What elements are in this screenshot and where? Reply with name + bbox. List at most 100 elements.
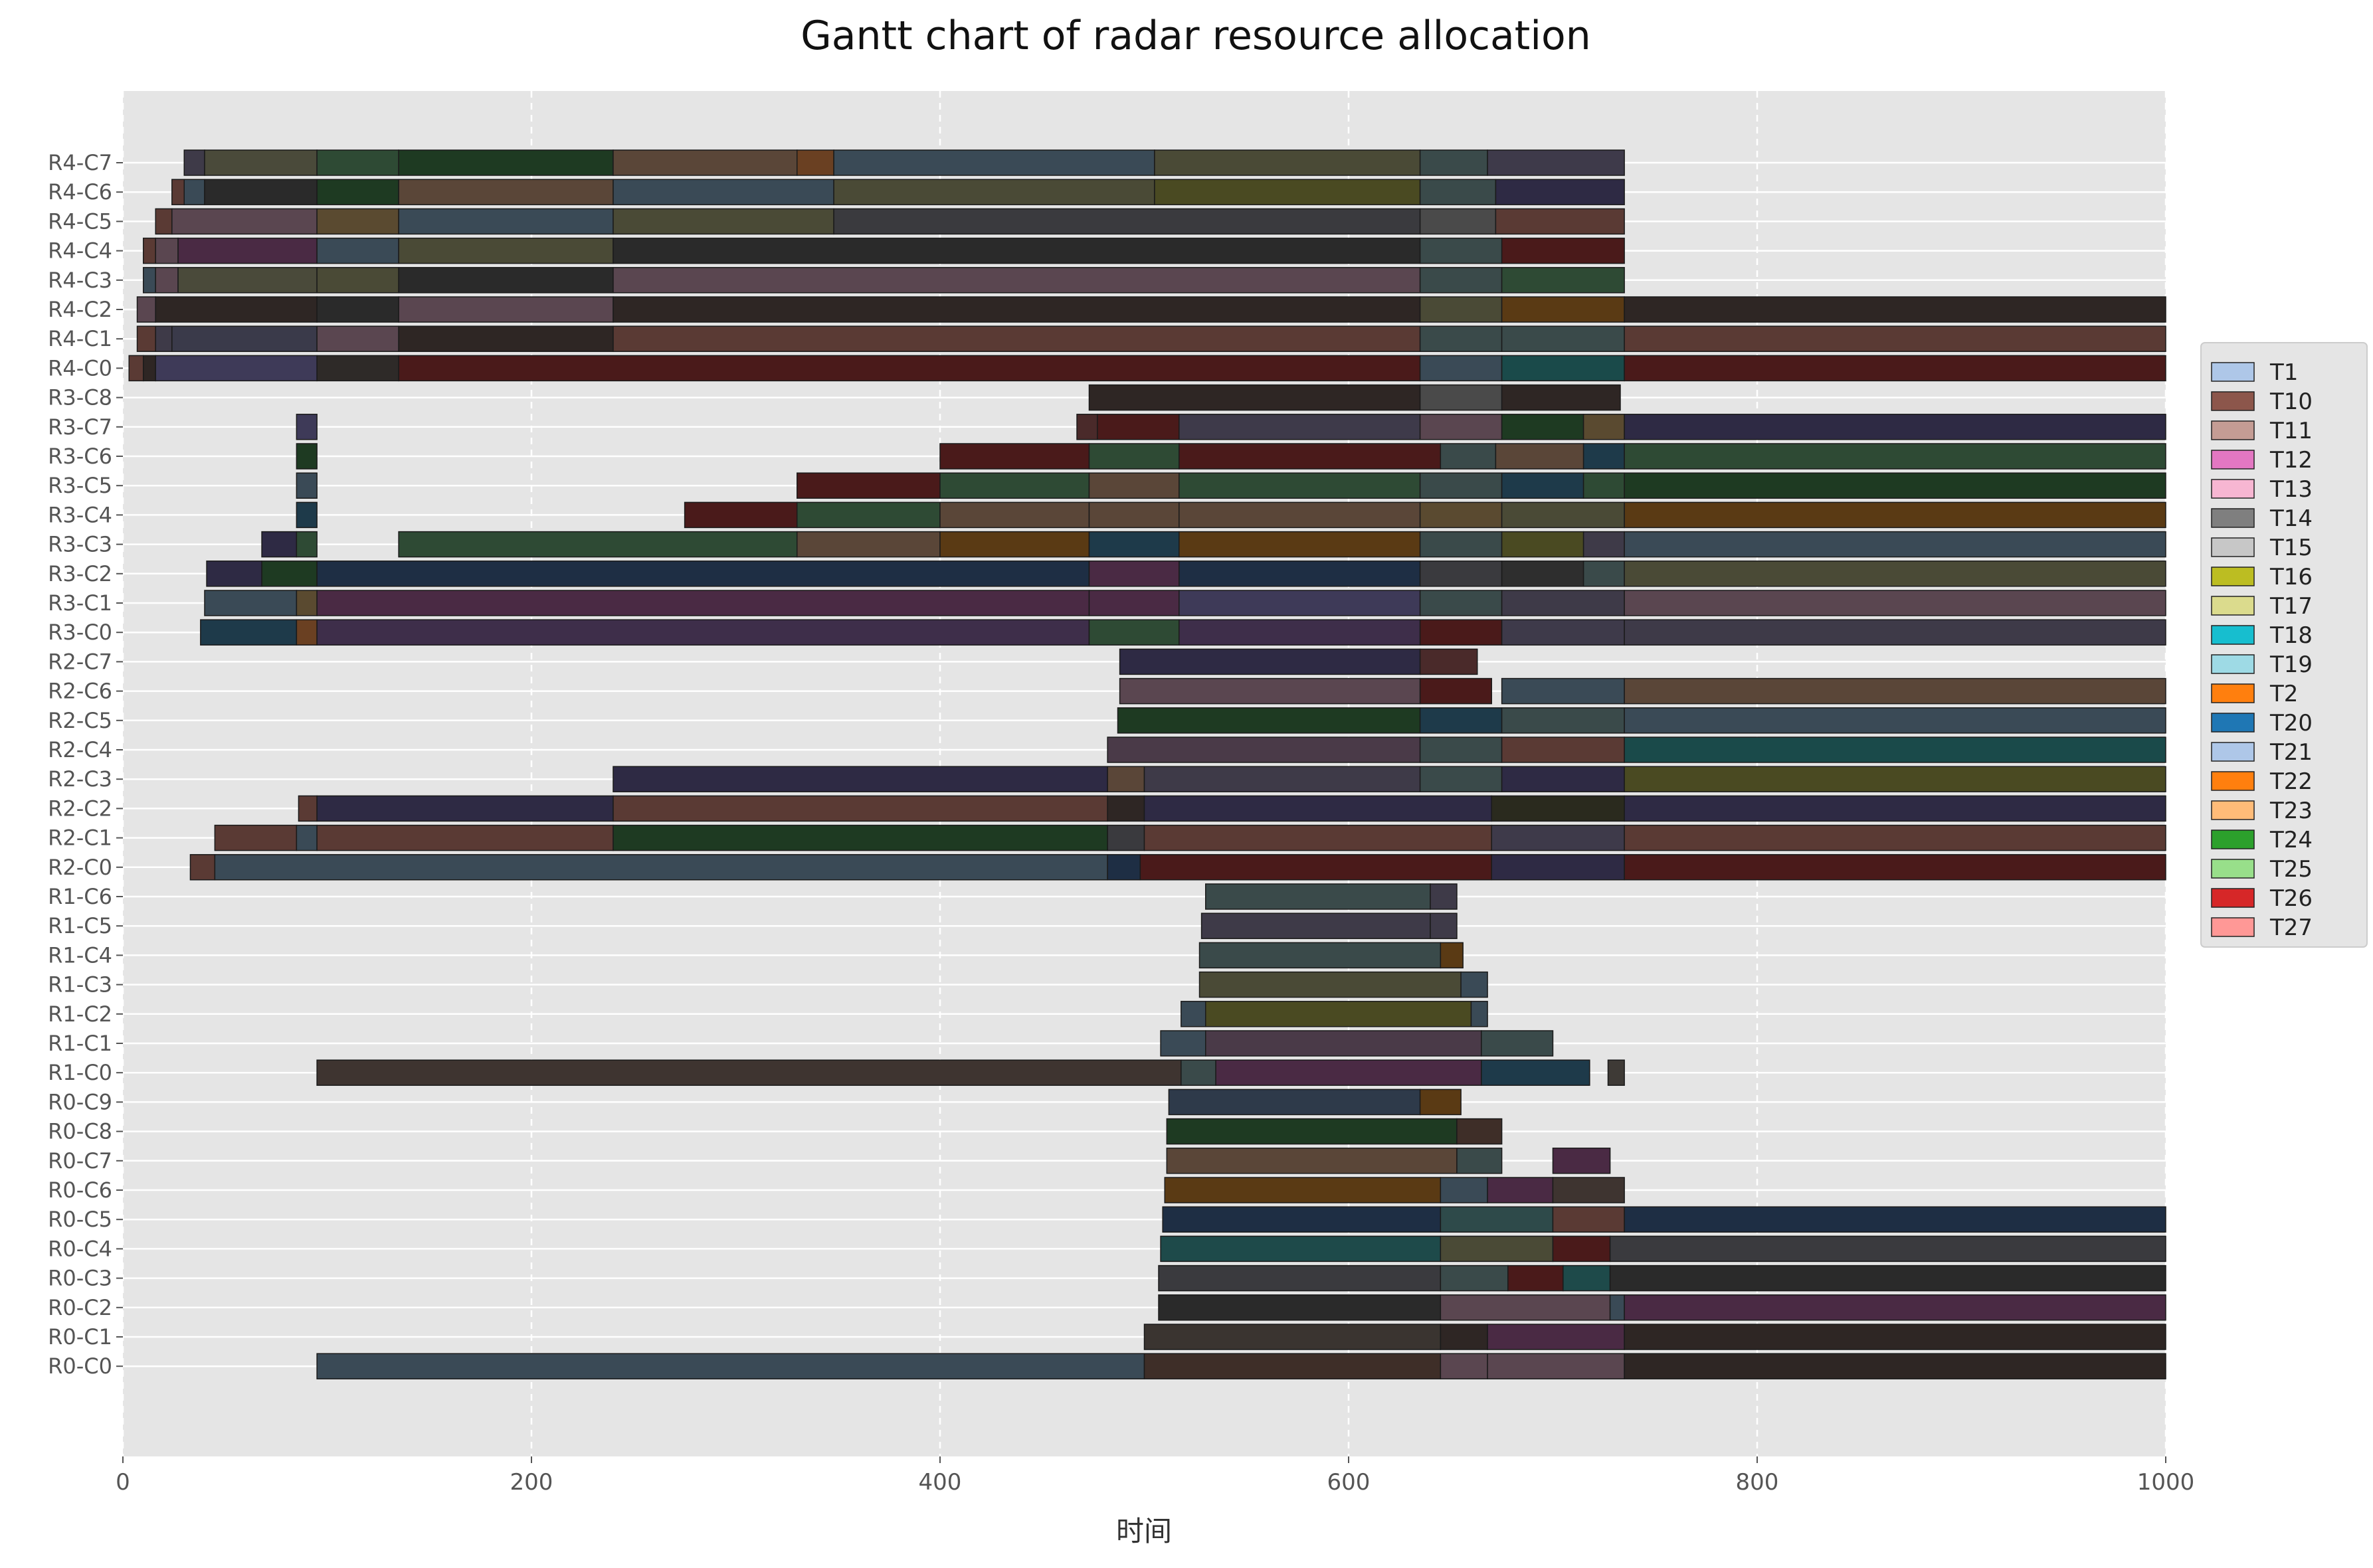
legend-label: T21 xyxy=(2269,739,2313,766)
y-tick-label: R4-C1 xyxy=(48,326,112,351)
y-tick-label: R2-C6 xyxy=(48,679,112,704)
legend-label: T24 xyxy=(2269,827,2313,853)
task-bar xyxy=(1205,1030,1482,1057)
legend-swatch xyxy=(2211,450,2255,470)
y-tick-label: R0-C7 xyxy=(48,1148,112,1174)
task-bar xyxy=(214,854,1108,881)
task-bar xyxy=(155,325,173,352)
y-tick-label: R2-C7 xyxy=(48,649,112,674)
task-bar xyxy=(1495,443,1584,470)
legend-swatch xyxy=(2211,829,2255,849)
task-bar xyxy=(1215,1059,1482,1086)
task-bar xyxy=(1487,1177,1554,1203)
y-tick-label: R3-C1 xyxy=(48,590,112,616)
task-bar xyxy=(613,795,1108,822)
task-bar xyxy=(155,296,318,323)
task-bar xyxy=(1624,296,2166,323)
y-tick-label: R1-C3 xyxy=(48,972,112,998)
legend-label: T26 xyxy=(2269,885,2313,912)
task-bar xyxy=(1501,677,1625,705)
task-bar xyxy=(398,237,614,264)
task-bar xyxy=(1501,267,1625,294)
task-bar xyxy=(1117,707,1421,734)
task-bar xyxy=(1162,1206,1442,1233)
task-bar xyxy=(1430,883,1458,910)
task-bar xyxy=(398,267,614,294)
y-tick-label: R1-C2 xyxy=(48,1002,112,1027)
task-bar xyxy=(1419,267,1503,294)
y-tick-label: R1-C4 xyxy=(48,942,112,968)
task-bar xyxy=(1419,414,1503,440)
task-bar xyxy=(316,795,614,822)
task-bar xyxy=(316,149,399,176)
x-tick-label: 0 xyxy=(116,1469,130,1496)
legend-label: T27 xyxy=(2269,915,2313,941)
task-bar xyxy=(833,208,1421,235)
y-tick-label: R3-C8 xyxy=(48,385,112,410)
task-bar xyxy=(1179,501,1421,529)
legend-label: T13 xyxy=(2269,476,2313,503)
y-tick-label: R4-C0 xyxy=(48,355,112,381)
task-bar xyxy=(1143,1353,1442,1379)
task-bar xyxy=(1076,414,1098,440)
task-bar xyxy=(1419,531,1503,558)
task-bar xyxy=(128,355,144,382)
task-bar xyxy=(1419,208,1497,235)
task-bar xyxy=(1107,766,1145,792)
y-tick-label: R0-C6 xyxy=(48,1177,112,1203)
task-bar xyxy=(1419,355,1503,382)
task-bar xyxy=(1552,1148,1611,1174)
y-tick-label: R0-C3 xyxy=(48,1266,112,1291)
task-bar xyxy=(1440,443,1497,470)
legend-swatch xyxy=(2211,566,2255,586)
task-bar xyxy=(1179,531,1421,558)
task-bar xyxy=(204,179,318,205)
task-bar xyxy=(155,267,179,294)
task-bar xyxy=(1624,1324,2166,1350)
task-bar xyxy=(1166,1148,1458,1174)
task-bar xyxy=(1154,179,1421,205)
task-bar xyxy=(296,531,318,558)
task-bar xyxy=(1419,384,1503,411)
task-bar xyxy=(1491,854,1625,881)
task-bar xyxy=(1160,1235,1442,1263)
task-bar xyxy=(1501,501,1625,529)
task-bar xyxy=(1097,414,1180,440)
legend-label: T2 xyxy=(2269,681,2298,707)
task-bar xyxy=(1624,707,2166,734)
y-tick-label: R2-C5 xyxy=(48,708,112,733)
task-bar xyxy=(1419,561,1503,587)
task-bar xyxy=(1624,590,2166,616)
task-bar xyxy=(204,149,318,176)
y-tick-label: R1-C6 xyxy=(48,884,112,909)
task-bar xyxy=(398,355,1421,382)
task-bar xyxy=(1419,648,1478,675)
task-bar xyxy=(1179,619,1421,646)
legend-label: T20 xyxy=(2269,710,2313,737)
task-bar xyxy=(1552,1235,1611,1263)
legend-swatch xyxy=(2211,713,2255,733)
task-bar xyxy=(296,414,318,440)
task-bar xyxy=(316,208,399,235)
task-bar xyxy=(296,619,318,646)
y-tick-label: R2-C1 xyxy=(48,826,112,851)
task-bar xyxy=(398,531,798,558)
y-tick-label: R3-C2 xyxy=(48,561,112,586)
y-tick-label: R0-C2 xyxy=(48,1295,112,1320)
task-bar xyxy=(206,561,262,587)
task-bar xyxy=(1200,913,1431,939)
task-bar xyxy=(1501,737,1625,763)
task-bar xyxy=(1624,1206,2166,1233)
y-tick-label: R0-C4 xyxy=(48,1236,112,1261)
task-bar xyxy=(1088,561,1180,587)
task-bar xyxy=(1107,854,1141,881)
task-bar xyxy=(1440,1177,1488,1203)
task-bar xyxy=(1419,296,1503,323)
task-bar xyxy=(1419,149,1488,176)
task-bar xyxy=(613,824,1108,851)
task-bar xyxy=(1624,325,2166,352)
task-bar xyxy=(1143,824,1492,851)
task-bar xyxy=(155,208,173,235)
task-bar xyxy=(1430,913,1458,939)
task-bar xyxy=(398,325,614,352)
